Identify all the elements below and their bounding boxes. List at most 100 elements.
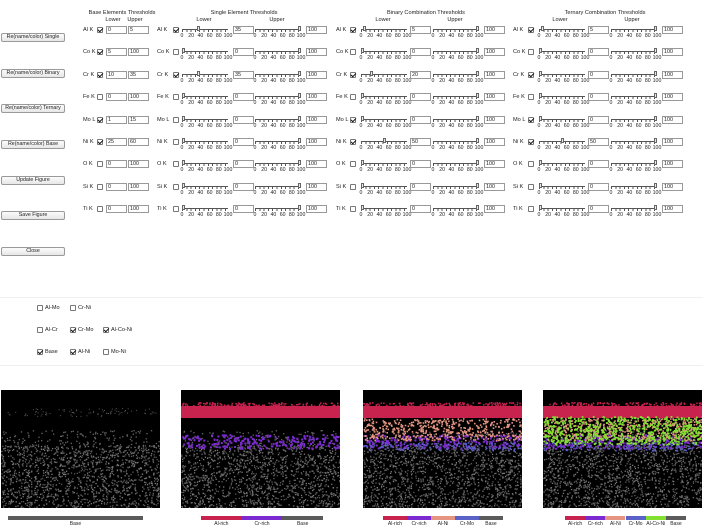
- binary-lower-field[interactable]: 0: [410, 182, 431, 191]
- slider-thumb[interactable]: [182, 205, 185, 211]
- base-upper-field[interactable]: 60: [128, 138, 149, 146]
- combo-checkbox-al-co-ni[interactable]: [103, 327, 109, 333]
- binary-checkbox[interactable]: [350, 27, 356, 33]
- ternary-lower-slider[interactable]: 0 20 40 60 80 100: [538, 115, 589, 132]
- base-checkbox[interactable]: [97, 94, 103, 101]
- ternary-checkbox[interactable]: [528, 206, 534, 213]
- slider-thumb[interactable]: [476, 26, 479, 31]
- base-upper-field[interactable]: 100: [128, 182, 149, 191]
- single-checkbox[interactable]: [173, 94, 179, 101]
- base-lower-field[interactable]: 1: [106, 115, 127, 124]
- binary-lower-field[interactable]: 0: [410, 48, 431, 57]
- single-lower-field[interactable]: 0: [233, 160, 254, 169]
- ternary-upper-field[interactable]: 100: [662, 48, 683, 57]
- base-lower-field[interactable]: 0: [106, 93, 127, 102]
- base-lower-field[interactable]: 10: [106, 70, 127, 79]
- ternary-upper-field[interactable]: 100: [662, 182, 683, 191]
- single-lower-field[interactable]: 0: [233, 205, 254, 214]
- slider-thumb[interactable]: [361, 160, 364, 166]
- ternary-checkbox[interactable]: [528, 71, 534, 78]
- binary-upper-field[interactable]: 100: [484, 138, 505, 146]
- combo-checkbox-al-ni[interactable]: [70, 349, 76, 355]
- ternary-upper-slider[interactable]: 0 20 40 60 80 100: [610, 93, 661, 109]
- slider-thumb[interactable]: [539, 93, 542, 99]
- binary-upper-slider[interactable]: 0 20 40 60 80 100: [432, 138, 483, 154]
- base-lower-field[interactable]: 0: [106, 160, 127, 169]
- base-checkbox[interactable]: [97, 27, 103, 33]
- binary-upper-field[interactable]: 100: [484, 115, 505, 124]
- binary-lower-field[interactable]: 50: [410, 138, 431, 146]
- combo-checkbox-al-mo[interactable]: [37, 305, 43, 311]
- base-checkbox[interactable]: [97, 116, 103, 123]
- binary-upper-field[interactable]: 100: [484, 26, 505, 34]
- binary-upper-field[interactable]: 100: [484, 160, 505, 169]
- ternary-lower-field[interactable]: 0: [588, 115, 609, 124]
- base-checkbox[interactable]: [97, 139, 103, 145]
- base-checkbox[interactable]: [97, 49, 103, 56]
- single-upper-slider[interactable]: 0 20 40 60 80 100: [254, 70, 305, 87]
- single-checkbox[interactable]: [173, 27, 179, 33]
- base-upper-field[interactable]: 35: [128, 70, 149, 79]
- slider-thumb[interactable]: [369, 70, 373, 76]
- single-lower-slider[interactable]: 0 20 40 60 80 100: [181, 115, 232, 132]
- single-upper-slider[interactable]: 0 20 40 60 80 100: [254, 205, 305, 221]
- base-lower-field[interactable]: 5: [106, 48, 127, 57]
- ternary-lower-slider[interactable]: 0 20 40 60 80 100: [538, 48, 589, 64]
- single-upper-field[interactable]: 100: [306, 138, 327, 146]
- single-checkbox[interactable]: [173, 161, 179, 168]
- binary-checkbox[interactable]: [350, 116, 356, 123]
- slider-thumb[interactable]: [298, 138, 301, 143]
- combo-checkbox-cr-mo[interactable]: [70, 327, 76, 333]
- binary-upper-slider[interactable]: 0 20 40 60 80 100: [432, 205, 483, 221]
- ternary-upper-slider[interactable]: 0 20 40 60 80 100: [610, 182, 661, 199]
- base-upper-field[interactable]: 100: [128, 48, 149, 57]
- combo-checkbox-cr-ni[interactable]: [70, 305, 76, 311]
- single-upper-slider[interactable]: 0 20 40 60 80 100: [254, 115, 305, 132]
- slider-thumb[interactable]: [476, 205, 479, 211]
- single-lower-slider[interactable]: 0 20 40 60 80 100: [181, 182, 232, 199]
- ternary-lower-slider[interactable]: 0 20 40 60 80 100: [538, 70, 589, 87]
- single-upper-field[interactable]: 100: [306, 182, 327, 191]
- single-upper-field[interactable]: 100: [306, 205, 327, 214]
- single-lower-slider[interactable]: 0 20 40 60 80 100: [181, 138, 232, 154]
- ternary-upper-field[interactable]: 100: [662, 115, 683, 124]
- combo-checkbox-mo-ni[interactable]: [103, 349, 109, 355]
- single-lower-slider[interactable]: 0 20 40 60 80 100: [181, 160, 232, 176]
- ternary-upper-field[interactable]: 100: [662, 70, 683, 79]
- button-3[interactable]: Re(name/color) Base: [1, 140, 65, 149]
- binary-checkbox[interactable]: [350, 49, 356, 56]
- single-upper-field[interactable]: 100: [306, 93, 327, 102]
- slider-thumb[interactable]: [298, 93, 301, 99]
- binary-checkbox[interactable]: [350, 206, 356, 213]
- ternary-upper-slider[interactable]: 0 20 40 60 80 100: [610, 115, 661, 132]
- slider-thumb[interactable]: [361, 182, 364, 188]
- ternary-lower-field[interactable]: 0: [588, 160, 609, 169]
- binary-lower-slider[interactable]: 0 20 40 60 80 100: [360, 182, 411, 199]
- binary-lower-field[interactable]: 20: [410, 70, 431, 79]
- ternary-upper-slider[interactable]: 0 20 40 60 80 100: [610, 160, 661, 176]
- ternary-lower-slider[interactable]: 0 20 40 60 80 100: [538, 26, 589, 42]
- slider-thumb[interactable]: [654, 93, 657, 99]
- slider-thumb[interactable]: [654, 26, 657, 31]
- combo-checkbox-al-cr[interactable]: [37, 327, 43, 333]
- base-checkbox[interactable]: [97, 183, 103, 190]
- binary-lower-slider[interactable]: 0 20 40 60 80 100: [360, 48, 411, 64]
- ternary-upper-field[interactable]: 100: [662, 205, 683, 214]
- binary-lower-slider[interactable]: 0 20 40 60 80 100: [360, 138, 411, 154]
- slider-thumb[interactable]: [539, 182, 542, 188]
- binary-lower-slider[interactable]: 0 20 40 60 80 100: [360, 115, 411, 132]
- slider-thumb[interactable]: [361, 115, 364, 121]
- binary-upper-field[interactable]: 100: [484, 93, 505, 102]
- binary-lower-field[interactable]: 5: [410, 26, 431, 34]
- slider-thumb[interactable]: [298, 115, 301, 121]
- binary-lower-slider[interactable]: 0 20 40 60 80 100: [360, 93, 411, 109]
- slider-thumb[interactable]: [476, 160, 479, 166]
- slider-thumb[interactable]: [182, 182, 185, 188]
- slider-thumb[interactable]: [361, 48, 364, 54]
- ternary-lower-field[interactable]: 0: [588, 93, 609, 102]
- binary-upper-field[interactable]: 100: [484, 182, 505, 191]
- slider-thumb[interactable]: [476, 182, 479, 188]
- base-checkbox[interactable]: [97, 71, 103, 78]
- slider-thumb[interactable]: [182, 115, 185, 121]
- ternary-lower-field[interactable]: 0: [588, 70, 609, 79]
